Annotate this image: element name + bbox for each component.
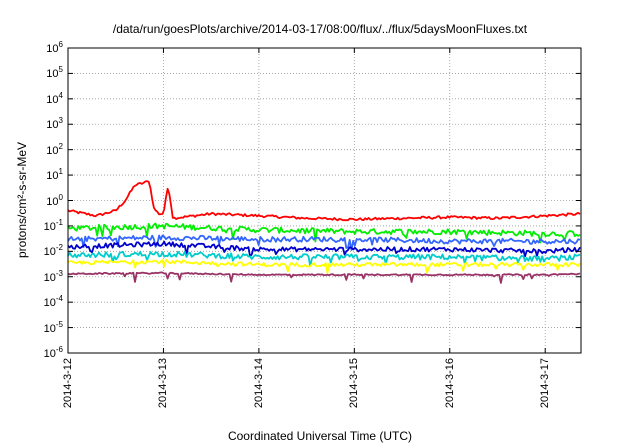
y-tick-label: 10-2 <box>44 243 63 258</box>
y-tick-exponent: -6 <box>55 345 63 354</box>
y-tick-label: 103 <box>46 116 63 131</box>
series-line <box>67 180 581 222</box>
y-tick-exponent: -2 <box>55 243 63 253</box>
y-tick-label: 10-4 <box>44 294 63 309</box>
y-tick-base: 10 <box>46 195 59 208</box>
x-tick-label: 2014-3-15 <box>348 358 361 409</box>
y-tick-base: 10 <box>46 93 59 106</box>
series-line <box>67 234 581 251</box>
y-tick-base: 10 <box>43 246 56 259</box>
y-tick-exponent: -5 <box>55 319 63 329</box>
x-tick-label: 2014-3-13 <box>157 358 170 409</box>
y-tick-exponent: -3 <box>55 268 63 278</box>
y-tick-exponent: 6 <box>58 40 63 49</box>
x-tick-label: 2014-3-17 <box>539 358 552 409</box>
y-tick-base: 10 <box>43 322 56 335</box>
y-tick-label: 105 <box>46 65 63 80</box>
x-tick-label: 2014-3-16 <box>443 358 456 409</box>
y-tick-exponent: 5 <box>58 65 63 75</box>
x-tick-label: 2014-3-14 <box>252 358 265 409</box>
series-line <box>67 258 581 274</box>
y-tick-base: 10 <box>46 119 59 132</box>
y-tick-label: 102 <box>46 142 63 157</box>
y-tick-exponent: 0 <box>58 192 63 202</box>
series-line <box>67 250 581 268</box>
y-axis-label: protons/cm²-s-sr-MeV <box>15 141 29 259</box>
series-line <box>67 240 581 258</box>
y-tick-exponent: 4 <box>58 90 63 100</box>
series-line <box>67 222 581 244</box>
y-tick-base: 10 <box>43 271 56 284</box>
y-tick-exponent: -4 <box>55 294 63 304</box>
y-tick-exponent: 3 <box>58 116 63 126</box>
x-tick-label: 2014-3-12 <box>62 358 74 409</box>
y-tick-base: 10 <box>46 43 59 55</box>
y-tick-label: 100 <box>46 193 63 208</box>
y-tick-label: 10-3 <box>44 269 63 284</box>
y-tick-label: 106 <box>46 40 63 55</box>
y-tick-exponent: 1 <box>58 167 63 177</box>
series-lines <box>67 180 581 284</box>
y-tick-label: 101 <box>46 167 63 182</box>
y-tick-base: 10 <box>46 68 59 81</box>
y-tick-exponent: 2 <box>58 141 63 151</box>
series-line <box>67 271 581 284</box>
y-tick-base: 10 <box>46 170 59 183</box>
chart-title: /data/run/goesPlots/archive/2014-03-17/0… <box>112 22 528 36</box>
y-tick-label: 10-5 <box>44 320 63 335</box>
y-tick-base: 10 <box>43 297 56 310</box>
y-tick-base: 10 <box>43 348 56 360</box>
y-tick-label: 10-6 <box>44 345 63 360</box>
y-tick-base: 10 <box>46 144 59 157</box>
y-tick-exponent: -1 <box>55 217 63 227</box>
y-tick-base: 10 <box>43 220 56 233</box>
y-tick-label: 10-1 <box>44 218 63 233</box>
x-axis-label: Coordinated Universal Time (UTC) <box>227 429 413 443</box>
y-tick-label: 104 <box>46 91 63 106</box>
axis-ticks <box>67 47 581 354</box>
grid-lines <box>68 48 581 353</box>
plot-frame <box>67 47 582 354</box>
